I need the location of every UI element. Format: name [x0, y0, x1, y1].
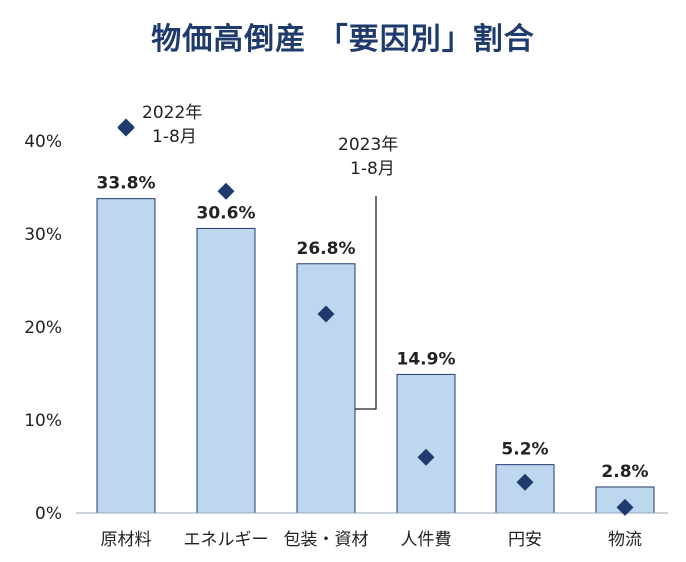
y-tick-label: 0%: [35, 504, 62, 524]
category-labels: 原材料 エネルギー 包装・資材 人件費 円安 物流: [101, 530, 643, 550]
y-tick-label: 10%: [24, 411, 62, 431]
annotation-2022-year: 2022年: [142, 103, 202, 123]
marker-2022: [217, 182, 235, 200]
category-label: 物流: [608, 530, 642, 550]
value-label: 33.8%: [97, 174, 156, 194]
marker-2022: [317, 305, 335, 323]
annotation-2023-period: 1-8月: [350, 159, 395, 179]
marker-2022: [417, 448, 435, 466]
bar: [296, 263, 356, 514]
value-label: 30.6%: [197, 203, 256, 223]
category-label: エネルギー: [184, 530, 269, 550]
category-label: 人件費: [401, 530, 452, 550]
bar: [196, 227, 256, 514]
bar-series: [96, 198, 655, 514]
category-label: 包装・資材: [284, 530, 369, 550]
legend-marker-2022: [117, 119, 135, 137]
callout-line: [355, 196, 377, 410]
annotation-2022-period: 1-8月: [152, 127, 197, 147]
annotation-2023-year: 2023年: [338, 135, 398, 155]
marker-2022: [616, 498, 634, 516]
value-labels: 33.8% 30.6% 26.8% 14.9% 5.2% 2.8%: [97, 174, 649, 482]
legend-annotations: 2022年 1-8月 2023年 1-8月: [117, 103, 398, 179]
bar: [396, 373, 456, 514]
y-axis-ticks: 0% 10% 20% 30% 40%: [24, 132, 62, 524]
y-tick-label: 40%: [24, 132, 62, 152]
chart-title: 物価高倒産 「要因別」割合: [151, 22, 535, 57]
y-tick-label: 20%: [24, 318, 62, 338]
value-label: 5.2%: [501, 440, 548, 460]
marker-2022: [516, 473, 534, 491]
category-label: 円安: [508, 530, 542, 550]
value-label: 26.8%: [297, 239, 356, 259]
y-tick-label: 30%: [24, 225, 62, 245]
value-label: 2.8%: [601, 462, 648, 482]
value-label: 14.9%: [397, 349, 456, 369]
callout-2023: [355, 196, 377, 410]
bar: [96, 198, 156, 514]
category-label: 原材料: [101, 530, 152, 550]
